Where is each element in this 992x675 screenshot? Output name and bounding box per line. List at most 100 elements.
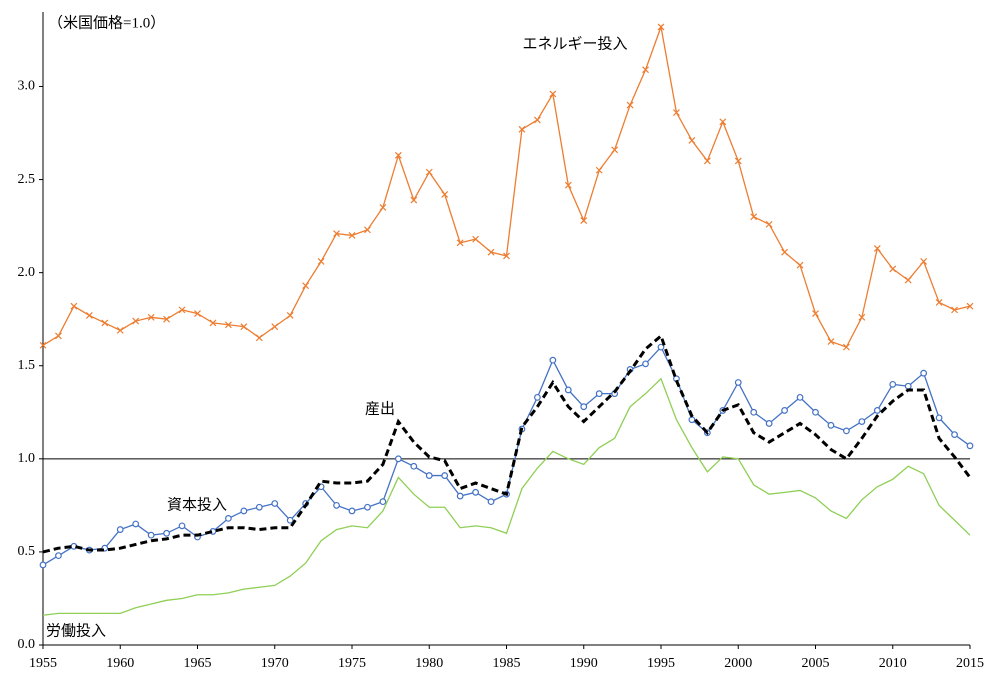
marker <box>240 507 248 515</box>
marker <box>827 421 835 429</box>
marker <box>889 380 897 388</box>
x-tick-label: 1970 <box>261 656 289 671</box>
marker <box>765 420 773 427</box>
marker <box>209 319 217 327</box>
marker <box>657 23 665 31</box>
marker <box>642 66 649 74</box>
marker <box>255 503 263 511</box>
marker <box>966 302 974 310</box>
x-tick-label: 2000 <box>724 656 752 671</box>
marker <box>472 235 480 243</box>
marker <box>472 488 480 496</box>
marker <box>858 418 866 425</box>
marker <box>163 529 171 537</box>
marker <box>765 220 773 228</box>
marker <box>194 310 201 318</box>
marker <box>564 181 572 189</box>
marker <box>534 393 541 401</box>
x-tick-label: 2015 <box>956 656 984 671</box>
marker <box>595 390 603 398</box>
y-tick-label: 1.0 <box>18 451 36 466</box>
marker <box>425 472 433 479</box>
marker <box>441 191 449 198</box>
series-line <box>42 333 972 554</box>
marker <box>595 166 603 174</box>
series-line <box>42 24 971 348</box>
x-tick-label: 1975 <box>338 656 366 671</box>
marker <box>904 276 912 284</box>
marker <box>781 248 789 256</box>
marker <box>224 515 232 522</box>
marker <box>688 416 696 424</box>
y-tick-label: 3.0 <box>18 79 36 94</box>
marker <box>116 526 124 533</box>
marker <box>55 332 62 340</box>
marker <box>920 258 928 265</box>
marker <box>70 302 78 310</box>
marker <box>286 516 294 524</box>
x-tick-label: 1955 <box>29 656 57 671</box>
x-tick-label: 1985 <box>493 656 521 671</box>
marker <box>518 125 526 133</box>
marker <box>271 323 279 331</box>
marker <box>657 343 665 351</box>
marker <box>842 343 850 351</box>
x-tick-label: 1980 <box>415 656 443 671</box>
marker <box>688 137 696 144</box>
marker <box>642 360 649 368</box>
marker <box>750 213 758 221</box>
marker <box>394 151 402 159</box>
series-line <box>42 377 971 616</box>
x-tick-label: 1995 <box>647 656 675 671</box>
marker <box>271 500 279 507</box>
marker <box>364 503 371 511</box>
marker <box>564 386 572 394</box>
marker <box>703 157 711 165</box>
x-tick-label: 2005 <box>802 656 830 671</box>
marker <box>781 407 788 414</box>
marker <box>147 531 155 539</box>
marker <box>317 258 325 265</box>
marker <box>734 157 742 165</box>
marker <box>487 248 495 256</box>
marker <box>966 442 974 450</box>
marker <box>441 472 449 479</box>
marker <box>348 231 356 239</box>
marker <box>224 321 232 329</box>
marker <box>163 315 171 323</box>
marker <box>132 317 140 325</box>
marker <box>39 561 47 569</box>
series-label: エネルギー投入 <box>522 35 627 52</box>
marker <box>951 431 958 439</box>
marker <box>843 427 850 435</box>
y-tick-label: 2.0 <box>18 265 36 280</box>
marker <box>85 312 93 319</box>
marker <box>812 310 819 318</box>
marker <box>904 382 912 390</box>
marker <box>410 462 418 470</box>
marker <box>812 408 819 416</box>
x-tick-label: 1960 <box>106 656 134 671</box>
marker <box>873 245 881 252</box>
marker <box>611 146 619 154</box>
x-tick-label: 1990 <box>570 656 598 671</box>
marker <box>935 299 943 306</box>
x-tick-label: 1965 <box>184 656 212 671</box>
marker <box>425 168 433 176</box>
marker <box>734 379 742 386</box>
series-label: 産出 <box>365 400 395 417</box>
marker <box>533 116 541 124</box>
marker <box>394 455 402 463</box>
marker <box>255 334 263 342</box>
marker <box>101 319 109 327</box>
marker <box>456 239 464 247</box>
x-tick-label: 2010 <box>879 656 907 671</box>
marker <box>873 407 881 414</box>
y-tick-label: 0.0 <box>18 637 36 652</box>
marker <box>487 498 495 506</box>
y-tick-label: 1.5 <box>18 358 36 373</box>
y-tick-label: 2.5 <box>18 172 36 187</box>
marker <box>796 393 804 401</box>
